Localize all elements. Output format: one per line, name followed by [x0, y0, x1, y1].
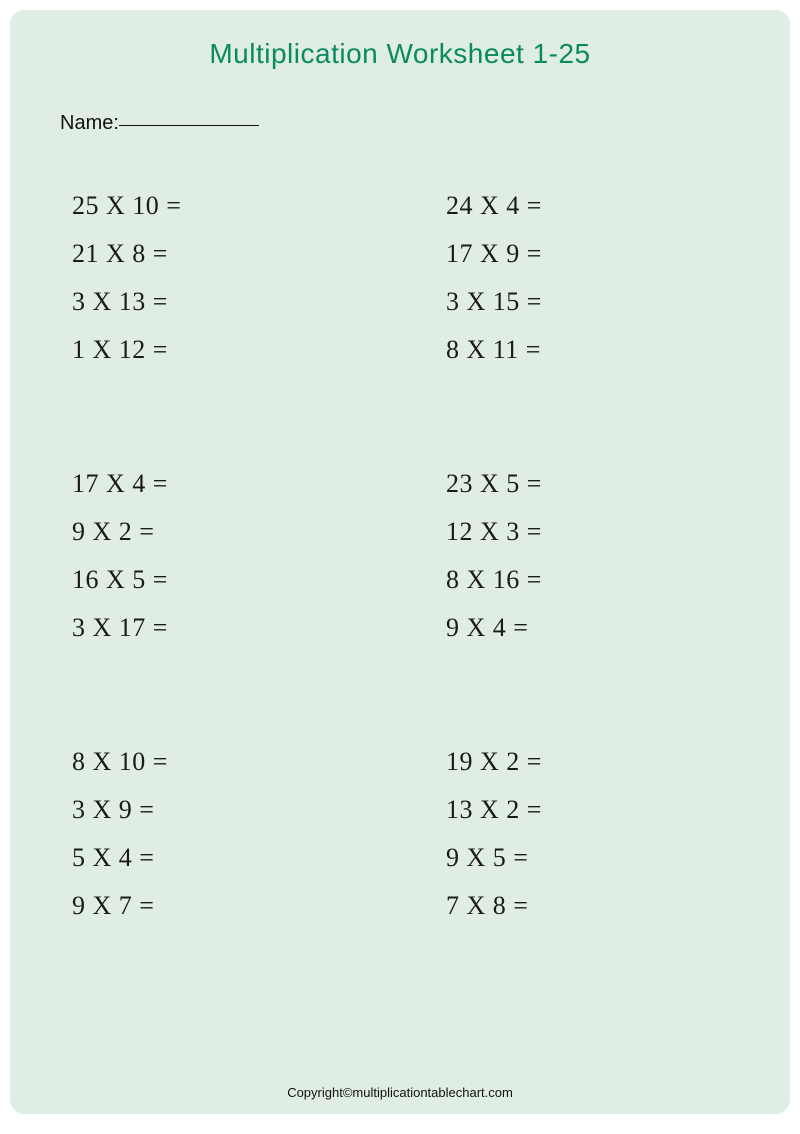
- problem-groups: 25 X 10 = 21 X 8 = 3 X 13 = 1 X 12 = 24 …: [60, 193, 740, 941]
- problem: 13 X 2 =: [446, 797, 740, 823]
- name-field-row: Name:: [60, 112, 740, 135]
- name-label: Name:: [60, 112, 119, 134]
- worksheet-sheet: Multiplication Worksheet 1-25 Name: 25 X…: [10, 10, 790, 1114]
- problem: 9 X 4 =: [446, 615, 740, 641]
- problem: 9 X 7 =: [72, 893, 406, 919]
- problem-group: 17 X 4 = 9 X 2 = 16 X 5 = 3 X 17 = 23 X …: [72, 471, 740, 663]
- problem-column-right: 24 X 4 = 17 X 9 = 3 X 15 = 8 X 11 =: [406, 193, 740, 385]
- problem-column-right: 23 X 5 = 12 X 3 = 8 X 16 = 9 X 4 =: [406, 471, 740, 663]
- problem: 9 X 2 =: [72, 519, 406, 545]
- copyright-text: Copyright©multiplicationtablechart.com: [10, 1085, 790, 1100]
- problem: 17 X 4 =: [72, 471, 406, 497]
- problem: 21 X 8 =: [72, 241, 406, 267]
- problem: 24 X 4 =: [446, 193, 740, 219]
- problem: 19 X 2 =: [446, 749, 740, 775]
- problem: 3 X 17 =: [72, 615, 406, 641]
- problem-column-left: 25 X 10 = 21 X 8 = 3 X 13 = 1 X 12 =: [72, 193, 406, 385]
- problem: 17 X 9 =: [446, 241, 740, 267]
- problem-group: 25 X 10 = 21 X 8 = 3 X 13 = 1 X 12 = 24 …: [72, 193, 740, 385]
- problem: 8 X 10 =: [72, 749, 406, 775]
- problem-column-right: 19 X 2 = 13 X 2 = 9 X 5 = 7 X 8 =: [406, 749, 740, 941]
- problem: 12 X 3 =: [446, 519, 740, 545]
- problem: 3 X 15 =: [446, 289, 740, 315]
- problem-group: 8 X 10 = 3 X 9 = 5 X 4 = 9 X 7 = 19 X 2 …: [72, 749, 740, 941]
- problem: 1 X 12 =: [72, 337, 406, 363]
- problem: 25 X 10 =: [72, 193, 406, 219]
- problem: 3 X 9 =: [72, 797, 406, 823]
- problem: 8 X 11 =: [446, 337, 740, 363]
- problem: 23 X 5 =: [446, 471, 740, 497]
- problem: 5 X 4 =: [72, 845, 406, 871]
- worksheet-title: Multiplication Worksheet 1-25: [60, 38, 740, 70]
- problem-column-left: 8 X 10 = 3 X 9 = 5 X 4 = 9 X 7 =: [72, 749, 406, 941]
- problem: 8 X 16 =: [446, 567, 740, 593]
- problem: 16 X 5 =: [72, 567, 406, 593]
- problem: 9 X 5 =: [446, 845, 740, 871]
- problem-column-left: 17 X 4 = 9 X 2 = 16 X 5 = 3 X 17 =: [72, 471, 406, 663]
- problem: 3 X 13 =: [72, 289, 406, 315]
- problem: 7 X 8 =: [446, 893, 740, 919]
- name-underline[interactable]: [119, 125, 259, 126]
